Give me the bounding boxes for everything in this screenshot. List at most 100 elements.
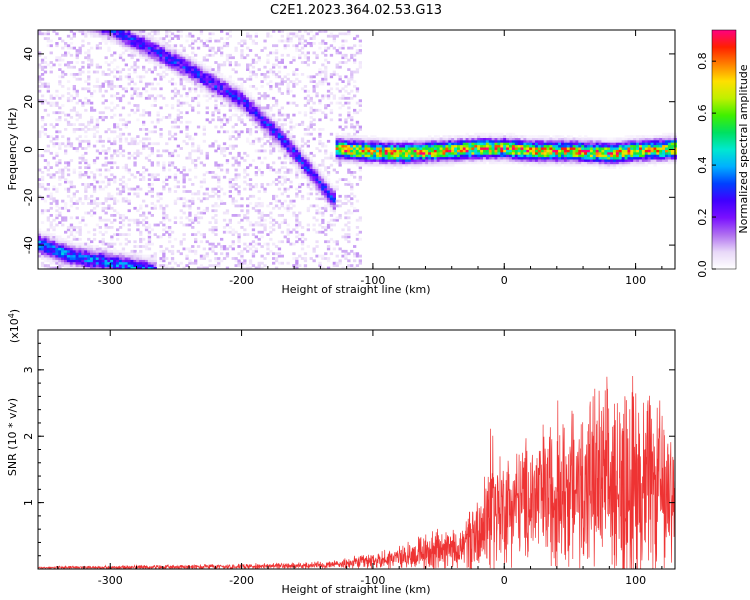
spectrogram-cell: [40, 58, 45, 62]
spectrogram-cell: [179, 242, 183, 246]
spectrogram-cell: [217, 147, 221, 150]
spectrogram-cell: [116, 266, 120, 270]
spectrogram-cell: [321, 82, 325, 86]
spectrogram-cell: [75, 257, 79, 260]
spectrogram-cell: [248, 104, 253, 107]
spectrogram-cell: [324, 65, 328, 69]
spectrogram-cell: [341, 135, 345, 138]
spectrogram-cell: [133, 44, 137, 48]
spectrogram-cell: [312, 216, 316, 220]
spectrogram-cell: [165, 183, 169, 186]
spectrogram-cell: [87, 42, 91, 45]
spectrogram-cell: [272, 123, 276, 126]
spectrogram-cell: [159, 132, 163, 136]
spectrogram-cell: [208, 171, 212, 174]
spectrogram-cell: [185, 128, 189, 131]
spectrogram-cell: [254, 42, 258, 45]
spectrogram-cell: [341, 137, 345, 141]
spectrogram-cell: [344, 156, 348, 160]
spectrogram-cell: [324, 240, 328, 244]
spectrogram-cell: [43, 242, 48, 246]
spectrogram-cell: [274, 73, 279, 76]
spectrogram-cell: [300, 197, 305, 201]
spectrogram-cell: [170, 252, 175, 256]
spectrogram-cell: [64, 51, 68, 55]
spectrogram-cell: [257, 204, 261, 208]
spectrogram-cell: [237, 154, 241, 158]
spectrogram-cell: [347, 106, 351, 110]
spectrogram-cell: [127, 156, 131, 160]
spectrogram-cell: [445, 163, 449, 167]
spectrogram-cell: [124, 75, 128, 79]
spectrogram-cell: [179, 56, 183, 60]
spectrogram-cell: [121, 249, 126, 253]
spectrogram-cell: [390, 159, 394, 162]
spectrogram-cell: [92, 245, 97, 248]
spectrogram-cell: [87, 139, 91, 143]
spectrogram-cell: [52, 125, 56, 129]
spectrogram-cell: [509, 132, 513, 136]
spectrogram-cell: [176, 168, 180, 172]
spectrogram-cell: [324, 106, 328, 110]
spectrogram-cell: [454, 142, 458, 146]
spectrogram-cell: [127, 49, 131, 52]
spectrogram-cell: [321, 175, 325, 179]
spectrogram-cell: [225, 230, 230, 234]
spectrogram-cell: [361, 142, 365, 146]
spectrogram-cell: [136, 171, 140, 174]
spectrogram-cell: [413, 163, 417, 167]
spectrogram-cell: [217, 80, 221, 83]
spectrogram-cell: [98, 173, 102, 177]
spectrogram-cell: [410, 166, 414, 169]
spectrogram-cell: [318, 149, 322, 153]
spectrogram-cell: [396, 154, 400, 158]
spectrogram-cell: [329, 151, 334, 155]
spectrogram-cell: [347, 156, 351, 160]
spectrogram-cell: [260, 137, 264, 141]
spectrogram-cell: [263, 142, 267, 146]
spectrogram-cell: [61, 70, 65, 74]
spectrogram-cell: [329, 53, 334, 57]
spectrogram-cell: [69, 226, 74, 229]
spectrogram-cell: [248, 178, 253, 181]
spectrogram-cell: [55, 44, 59, 48]
spectrogram-cell: [121, 118, 126, 122]
spectrogram-cell: [81, 259, 85, 263]
spectrogram-cell: [176, 125, 180, 129]
spectrogram-cell: [98, 266, 102, 270]
spectrogram-cell: [396, 156, 400, 160]
spectrogram-cell: [353, 254, 357, 258]
spectrogram-cell: [248, 183, 253, 186]
spectrogram-cell: [55, 135, 59, 138]
spectrogram-cell: [237, 192, 241, 196]
spectrogram-cell: [78, 171, 82, 174]
spectrogram-cell: [318, 128, 322, 131]
spectrogram-cell: [194, 68, 198, 71]
spectrogram-cell: [222, 80, 227, 83]
spectrogram-cell: [142, 120, 146, 124]
spectrogram-cell: [309, 111, 313, 115]
spectrogram-cell: [514, 159, 519, 162]
spectrogram-cell: [72, 259, 76, 263]
spectrogram-cell: [272, 149, 276, 153]
spectrogram-cell: [347, 161, 351, 165]
spectrogram-cell: [272, 120, 276, 124]
spectrogram-cell: [179, 197, 183, 201]
spectrogram-cell: [191, 96, 195, 100]
spectrogram-cell: [64, 245, 68, 248]
spectrogram-cell: [110, 130, 114, 134]
spectrogram-cell: [347, 199, 351, 203]
spectrogram-cell: [234, 230, 238, 234]
spectrogram-cell: [347, 46, 351, 50]
spectrogram-cell: [228, 30, 232, 33]
spectrogram-cell: [485, 156, 490, 160]
spectrogram-cell: [84, 135, 88, 138]
spectrogram-cell: [263, 92, 267, 95]
spectrogram-cell: [277, 171, 282, 174]
spectrogram-cell: [358, 142, 362, 146]
spectrogram-cell: [376, 149, 380, 153]
spectrogram-cell: [266, 125, 270, 129]
spectrogram-cell: [101, 94, 105, 98]
spectrogram-cell: [335, 187, 339, 191]
spectrogram-cell: [543, 147, 547, 150]
